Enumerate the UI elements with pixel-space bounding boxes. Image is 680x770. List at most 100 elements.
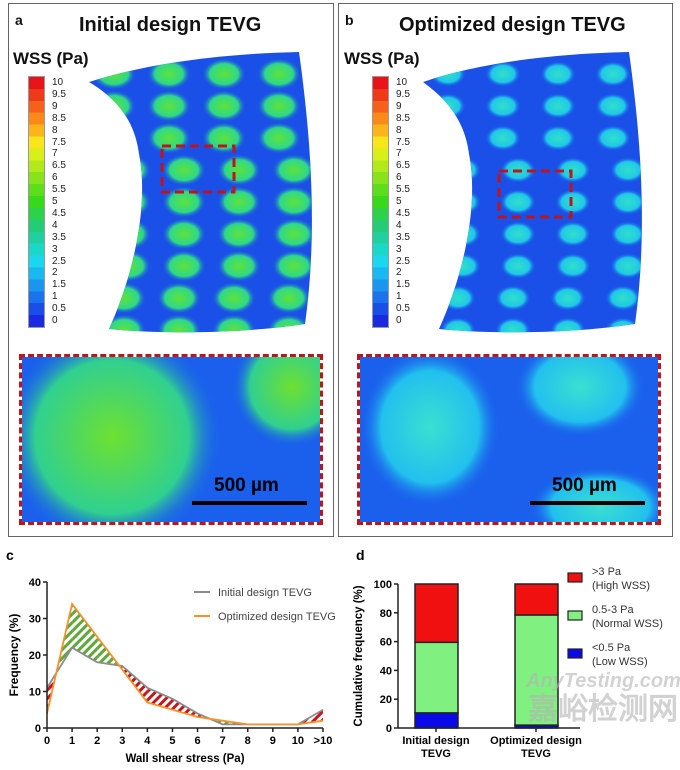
wss-cell <box>162 218 206 250</box>
wss-cell <box>157 314 201 333</box>
wss-cell <box>555 253 591 279</box>
colorbar <box>372 76 389 328</box>
colorbar-tick-label: 2.5 <box>396 255 410 267</box>
y-tick-label: 80 <box>380 608 392 620</box>
colorbar-tick-label: 4 <box>52 219 58 231</box>
colorbar-tick-label: 1.5 <box>52 279 66 291</box>
x-tick-label: 8 <box>245 735 251 747</box>
wss-cell <box>485 61 521 87</box>
y-tick-label: 60 <box>380 637 392 649</box>
x-tick-label: TEVG <box>421 748 451 760</box>
colorbar-tick-label: 6.5 <box>396 160 410 172</box>
wss-cell <box>610 189 642 215</box>
watermark: AnyTesting.com <box>526 670 680 692</box>
wss-cell <box>430 61 466 87</box>
scale-bar <box>530 501 645 505</box>
wss-cell <box>257 122 301 154</box>
wss-cell <box>495 285 531 311</box>
wss-cell <box>272 186 312 218</box>
wss-cell <box>267 282 311 314</box>
wss-cell <box>430 125 466 151</box>
y-tick-label: 40 <box>29 577 41 589</box>
frequency-line-chart: c 0 10 20 30 40 0 1 2 3 4 5 6 7 8 9 10 >10 Wall shear stre… <box>6 547 336 765</box>
wss-cell <box>212 282 256 314</box>
wss-cell <box>610 253 642 279</box>
zoom-inset: 500 µm <box>357 354 661 525</box>
wss-cell <box>217 186 261 218</box>
x-tick-label: 1 <box>69 735 75 747</box>
panel-title: Initial design TEVG <box>79 14 262 36</box>
wss-cell <box>540 93 576 119</box>
y-tick-label: 0 <box>35 723 41 735</box>
wss-cell <box>107 218 151 250</box>
wss-cell <box>610 157 642 183</box>
legend-label: <0.5 Pa <box>592 642 631 654</box>
x-tick-label: 4 <box>144 735 151 747</box>
zoom-region-marker <box>160 144 236 194</box>
colorbar-tick-label: 9.5 <box>52 88 66 100</box>
panel-title: Optimized design TEVG <box>399 14 626 36</box>
wss-cell <box>272 154 312 186</box>
colorbar-tick-label: 3.5 <box>52 231 66 243</box>
y-tick-label: 0 <box>386 723 392 735</box>
panel-label: b <box>345 12 354 28</box>
wss-cell <box>102 282 146 314</box>
y-tick-label: 10 <box>29 687 41 699</box>
bar-segment <box>514 583 559 616</box>
wss-cell <box>157 282 201 314</box>
zoom-inset: 500 µm <box>19 354 323 525</box>
wss-cell <box>202 90 246 122</box>
legend-swatch <box>567 648 583 659</box>
wss-cell <box>445 157 481 183</box>
legend-label: >3 Pa <box>592 566 622 578</box>
wss-cell <box>107 250 151 282</box>
wss-cell <box>430 93 466 119</box>
wss-cell <box>440 285 476 311</box>
wss-cell <box>202 58 246 90</box>
y-tick-label: 40 <box>380 665 392 677</box>
wss-cell <box>92 122 136 154</box>
wss-cell <box>540 61 576 87</box>
y-tick-label: 20 <box>380 694 392 706</box>
legend-swatch <box>567 610 583 621</box>
x-axis-label: Wall shear stress (Pa) <box>125 753 244 765</box>
colorbar-tick-label: 5 <box>396 196 402 207</box>
legend-label: Optimized design TEVG <box>218 611 336 623</box>
wss-cell <box>272 218 312 250</box>
wss-cell <box>595 93 631 119</box>
difference-hatch <box>72 603 98 663</box>
wss-cell <box>107 186 151 218</box>
panel-a: a Initial design TEVG WSS (Pa) 10 9.5 9 8.5… <box>8 3 334 537</box>
colorbar-tick-label: 7 <box>52 148 58 160</box>
colorbar-tick-label: 2 <box>396 267 402 279</box>
y-axis-label: Cumulative frequency (%) <box>353 585 365 726</box>
legend-swatch <box>567 572 583 583</box>
colorbar <box>28 76 45 328</box>
colorbar-tick-label: 3 <box>396 243 402 255</box>
wss-cell <box>610 221 642 247</box>
colorbar-tick-label: 4.5 <box>52 207 66 219</box>
wss-cell <box>257 58 301 90</box>
wss-cell <box>555 189 591 215</box>
x-tick-label: 2 <box>94 735 100 747</box>
colorbar-tick-label: 5.5 <box>52 184 66 196</box>
wss-cell <box>162 250 206 282</box>
wss-cell <box>595 61 631 87</box>
wss-cell <box>212 314 256 333</box>
x-tick-label: 10 <box>292 735 304 747</box>
colorbar-tick-label: 7 <box>396 148 402 160</box>
wss-cell <box>102 314 146 333</box>
panel-b: b Optimized design TEVG WSS (Pa) 10 9.5 9 8… <box>338 3 673 537</box>
wss-cell <box>147 122 191 154</box>
wss-cell <box>162 154 206 186</box>
x-tick-label: 3 <box>119 735 125 747</box>
wss-cell <box>202 122 246 154</box>
x-tick-label: 9 <box>270 735 276 747</box>
colorbar-tick-label: 9.5 <box>396 88 410 100</box>
colorbar-tick-label: 6 <box>396 172 402 184</box>
colorbar-tick-label: 10 <box>396 77 408 88</box>
wss-cell <box>272 250 312 282</box>
wss-cell <box>257 90 301 122</box>
x-tick-label: >10 <box>314 735 333 747</box>
